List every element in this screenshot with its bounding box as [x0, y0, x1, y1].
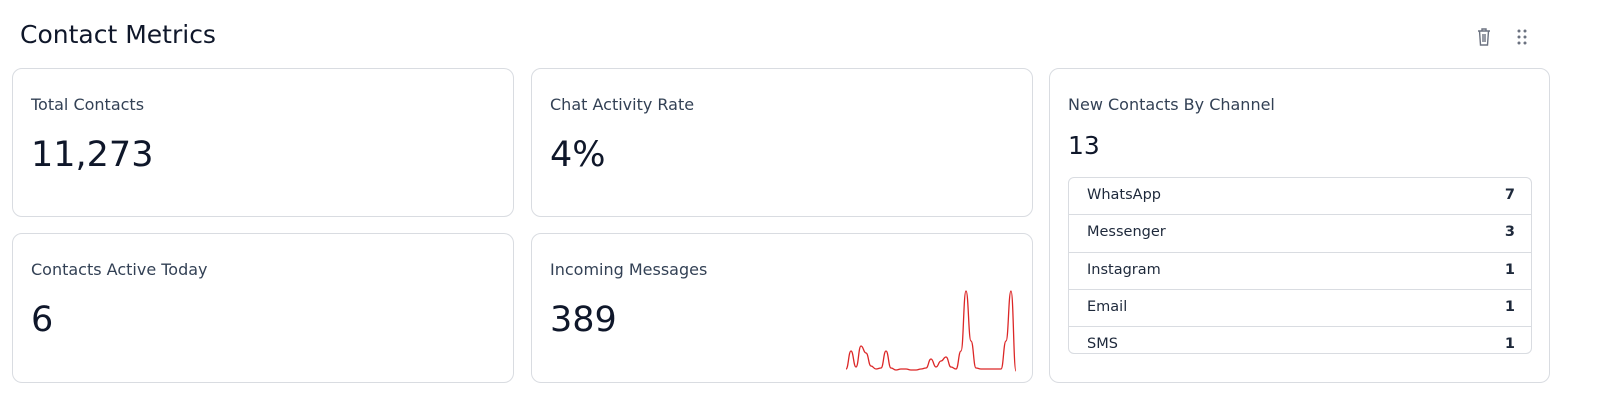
card-value: 389 [550, 300, 617, 340]
channel-row: SMS 1 [1069, 327, 1531, 353]
channel-count: 1 [1504, 261, 1515, 278]
channel-card: New Contacts By Channel 13 WhatsApp 7 Mess… [1049, 68, 1550, 383]
channel-row: WhatsApp 7 [1069, 178, 1531, 216]
channel-count: 1 [1504, 336, 1515, 353]
card-label: New Contacts By Channel [1068, 95, 1275, 114]
drag-handle[interactable] [1515, 27, 1529, 47]
card-label: Contacts Active Today [31, 260, 208, 279]
channel-count: 7 [1504, 187, 1515, 203]
metric-card: Total Contacts 11,273 [12, 68, 514, 217]
page-title: Contact Metrics [20, 20, 216, 49]
channel-name: WhatsApp [1087, 187, 1161, 203]
card-value: 13 [1068, 131, 1100, 160]
channel-name: Email [1087, 298, 1128, 315]
metric-card: Chat Activity Rate 4% [531, 68, 1033, 217]
metric-card: Incoming Messages 389 [531, 233, 1033, 383]
channel-count: 1 [1504, 298, 1515, 315]
delete-button[interactable] [1475, 27, 1493, 47]
sparkline [845, 290, 1017, 372]
channel-row: Messenger 3 [1069, 215, 1531, 253]
channel-row: Email 1 [1069, 290, 1531, 328]
card-label: Incoming Messages [550, 260, 708, 279]
channel-name: Instagram [1087, 261, 1161, 278]
card-label: Total Contacts [31, 95, 145, 114]
card-value: 4% [550, 135, 606, 175]
channel-row: Instagram 1 [1069, 253, 1531, 290]
card-value: 11,273 [31, 135, 154, 175]
channel-name: Messenger [1087, 224, 1166, 241]
card-label: Chat Activity Rate [550, 95, 695, 114]
channel-count: 3 [1504, 224, 1515, 241]
metric-card: Contacts Active Today 6 [12, 233, 514, 383]
sparkline-line [845, 290, 1017, 372]
card-value: 6 [31, 300, 54, 340]
channel-name: SMS [1087, 336, 1118, 353]
channel-list: WhatsApp 7 Messenger 3 Instagram 1 Email 1 SMS 1 [1068, 177, 1532, 354]
